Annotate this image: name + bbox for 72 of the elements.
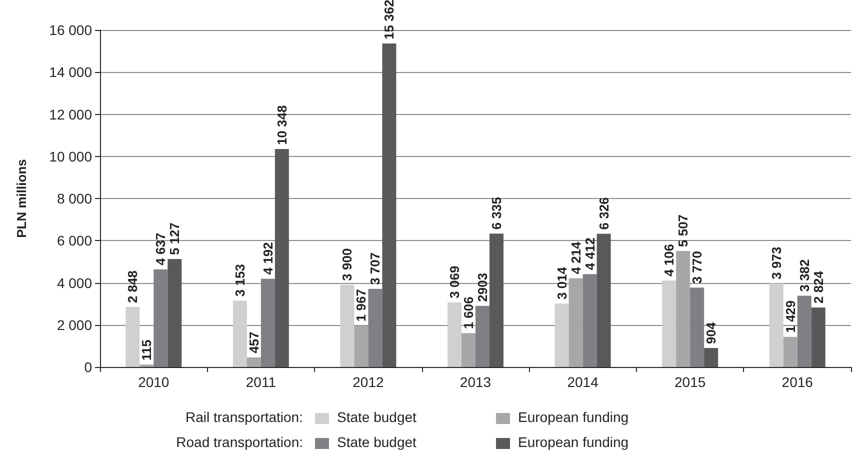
data-label: 3 153 [232,264,248,297]
data-label: 4 192 [260,242,276,275]
y-tick-label: 8 000 [56,190,92,206]
bar [340,284,354,367]
bar [382,43,396,367]
bar [448,302,462,367]
data-label: 10 348 [274,105,290,146]
bar [168,259,182,367]
data-label: 115 [139,340,154,361]
y-tick-label: 6 000 [56,232,92,249]
data-label: 1 606 [461,296,476,330]
data-label: 3 382 [796,259,812,292]
x-tick-label: 2013 [460,374,492,390]
y-tick-label: 0 [84,359,92,375]
y-tick-label: 12 000 [49,106,92,122]
text: Road transportation: [176,434,303,450]
data-label: 2 824 [810,270,826,304]
data-label: 2 848 [125,270,140,304]
data-label: 457 [246,332,262,354]
data-label: 4 637 [153,232,168,266]
y-axis-title: PLN millions [14,159,29,238]
bar [462,333,476,367]
data-label: 5 127 [167,222,182,256]
legend-label: State budget [337,434,417,450]
data-label: 904 [704,322,719,344]
data-label: 6 335 [489,197,504,230]
bar [568,278,583,367]
x-tick-label: 2012 [352,374,384,390]
text: Rail transportation: [185,409,303,425]
data-label: 1 967 [354,289,369,322]
data-label: 3 770 [690,251,705,284]
data-label: 1 429 [782,300,798,333]
bar [490,234,504,367]
bar [354,326,368,367]
y-tick-label: 2 000 [56,316,92,333]
bar [232,300,247,367]
legend-label: State budget [337,409,417,425]
bar [596,234,611,367]
legend-label: European funding [518,434,629,450]
bar [554,304,569,367]
y-tick-label: 4 000 [56,274,92,291]
x-tick-label: 2015 [674,374,706,390]
y-tick-label: 14 000 [49,64,92,80]
data-label: 3 707 [368,252,383,285]
bar [126,307,140,367]
data-label: 4 412 [582,238,598,270]
data-label: 4 106 [662,244,677,277]
data-label: 2903 [475,272,490,302]
x-tick-label: 2011 [246,374,276,390]
data-label: 6 326 [596,197,612,230]
x-tick-label: 2014 [567,374,599,390]
x-tick-label: 2010 [138,374,170,390]
x-tick-label: 2016 [782,374,814,390]
bar [783,336,798,367]
data-label: 3 973 [768,246,784,280]
data-label: 3 900 [340,248,355,281]
data-label: 3 014 [554,266,570,300]
bar [811,308,826,367]
data-label: 4 214 [568,240,584,274]
y-tick-label: 16 000 [49,22,92,38]
bar [246,357,261,367]
data-label: 3 069 [447,266,462,298]
bar [676,251,690,367]
data-label: 15 362 [382,0,397,40]
bar [704,348,718,367]
bar [769,283,784,367]
y-tick-label: 10 000 [49,148,92,164]
bar [582,274,597,367]
bar [662,280,676,367]
data-label: 5 507 [676,214,691,248]
bar [274,149,289,367]
legend-label: European funding [518,409,629,425]
